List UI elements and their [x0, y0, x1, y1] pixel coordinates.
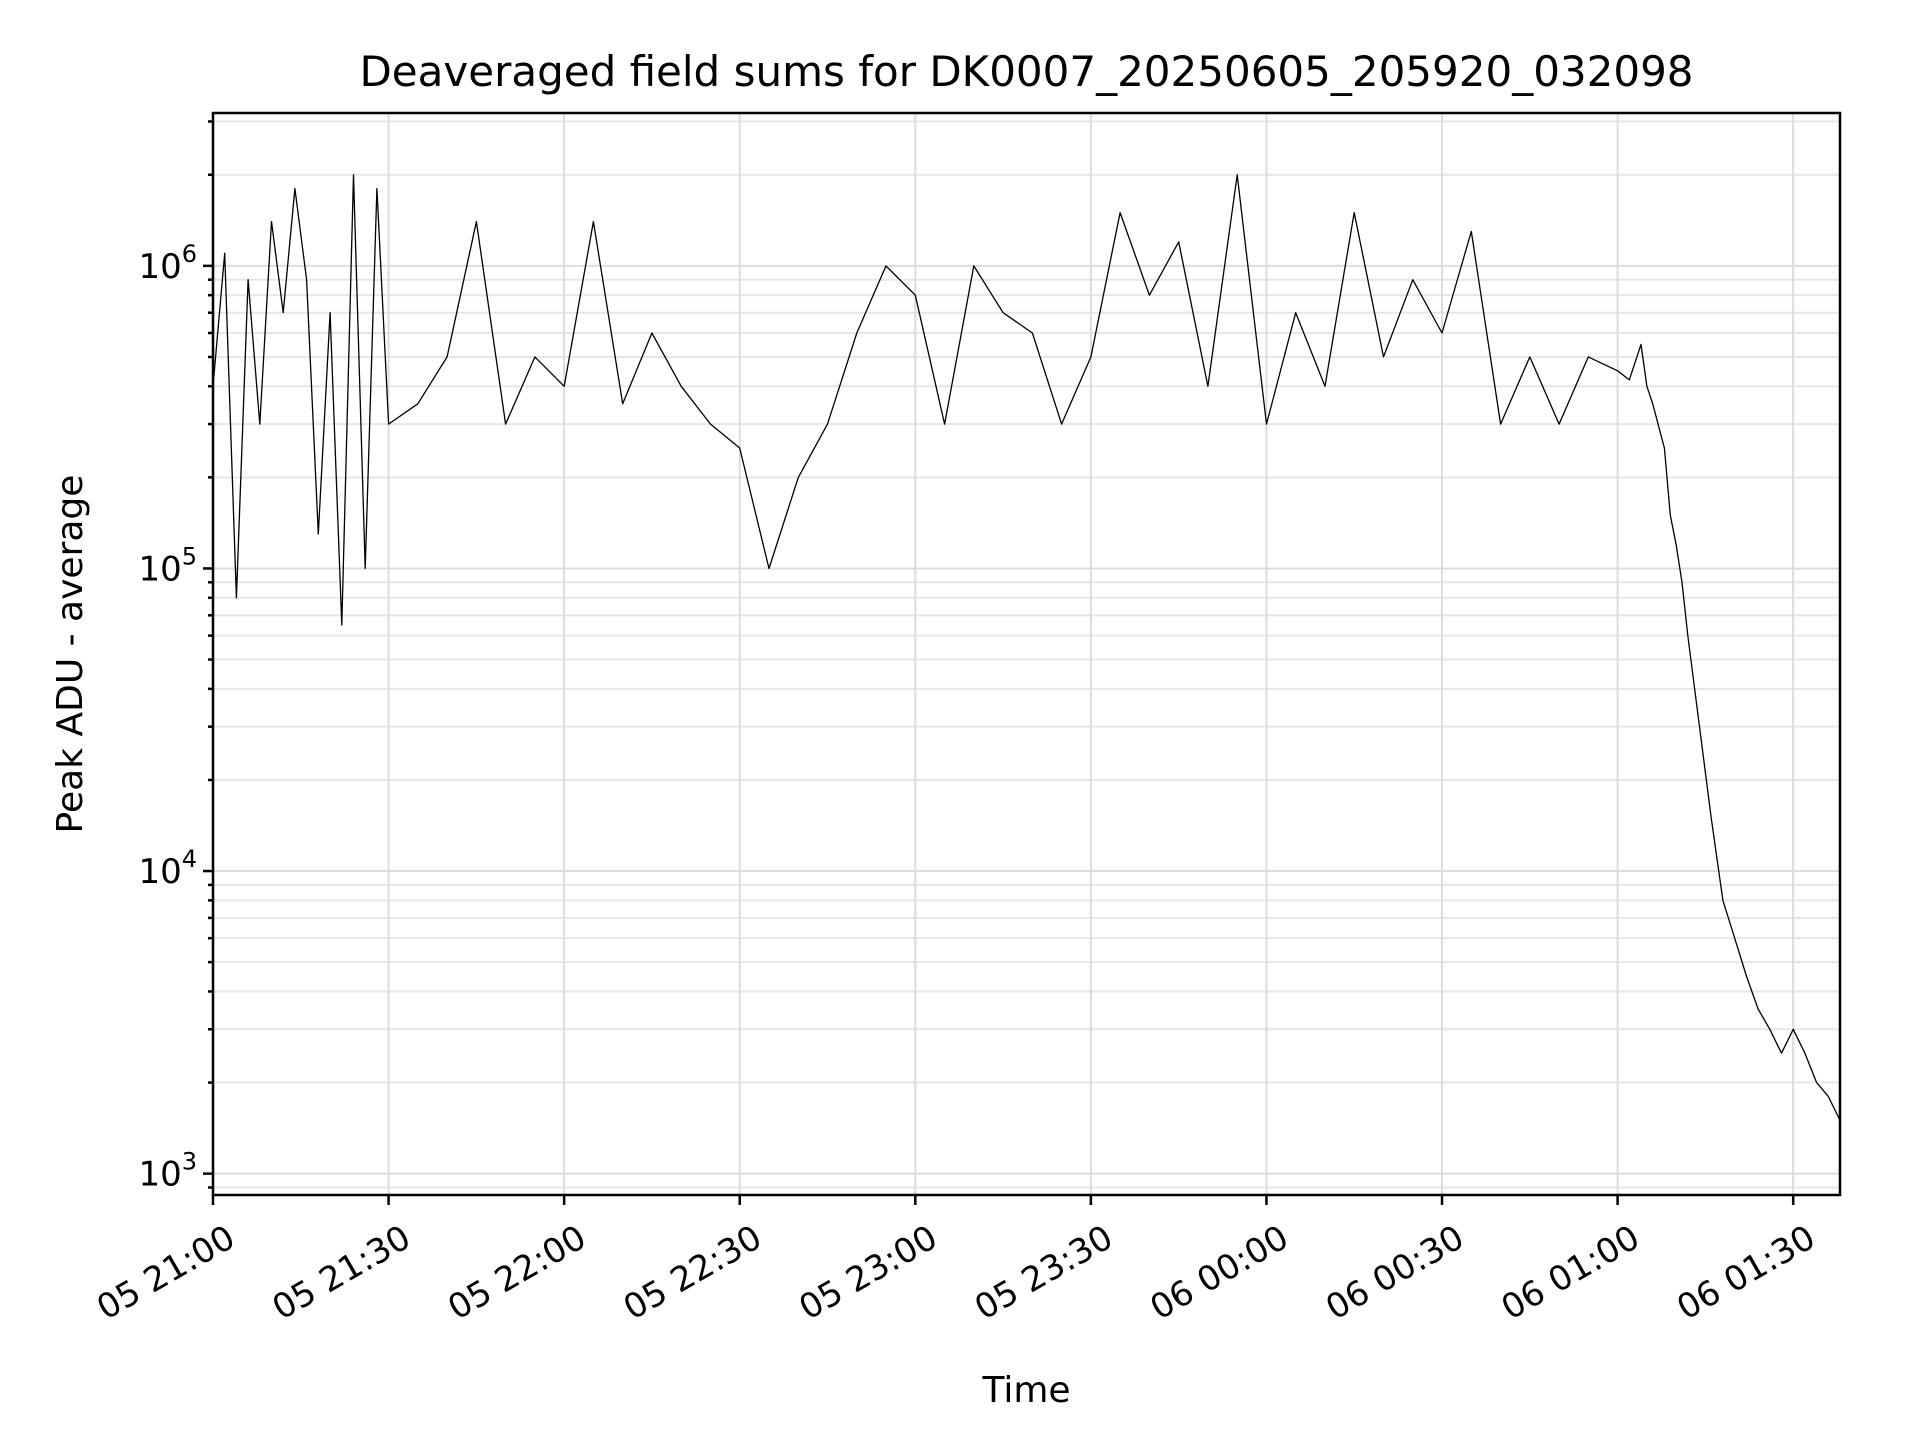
x-tick-label: 06 01:00	[1495, 1218, 1647, 1329]
x-tick-label: 05 22:30	[617, 1218, 769, 1329]
y-tick-label: 106	[138, 240, 197, 287]
y-axis-label: Peak ADU - average	[50, 475, 91, 834]
x-tick-label: 05 23:00	[793, 1218, 945, 1329]
y-axis: 103 104 105 106	[138, 120, 213, 1195]
x-tick-label: 05 21:00	[90, 1218, 242, 1329]
plot-frame	[211, 111, 1842, 1197]
x-tick-label: 06 00:30	[1319, 1218, 1471, 1329]
x-tick-label: 06 01:30	[1670, 1218, 1822, 1329]
x-axis: 05 21:00 05 21:30 05 22:00 05 22:30 05 23:00…	[90, 1195, 1822, 1328]
x-axis-label: Time	[981, 1370, 1070, 1411]
y-tick-label: 103	[138, 1148, 197, 1195]
chart-title: Deaveraged field sums for DK0007_2025060…	[359, 47, 1693, 96]
y-tick-label: 104	[138, 845, 197, 892]
x-tick-label: 05 22:00	[441, 1218, 593, 1329]
y-tick-label: 105	[138, 542, 197, 589]
x-tick-label: 05 21:30	[266, 1218, 418, 1329]
x-tick-label: 05 23:30	[968, 1218, 1120, 1329]
x-tick-label: 06 00:00	[1144, 1218, 1296, 1329]
grid	[212, 113, 1840, 1195]
series-line	[212, 174, 1841, 1121]
